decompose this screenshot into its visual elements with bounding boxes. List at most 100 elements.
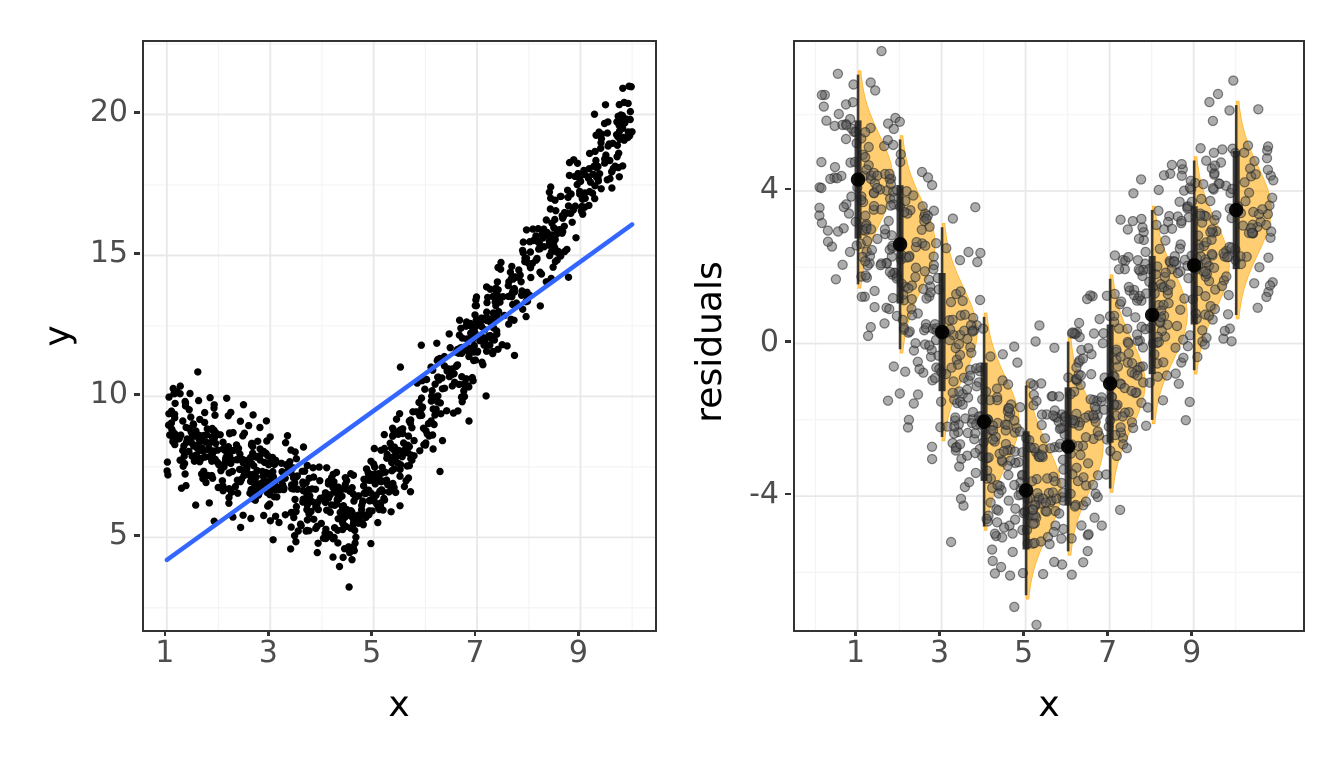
data-point — [281, 439, 290, 447]
residual-point — [1132, 254, 1144, 266]
data-point — [481, 339, 490, 348]
residual-point — [1207, 115, 1219, 127]
residual-point — [869, 85, 881, 96]
residual-point — [1261, 219, 1272, 231]
right-residuals-panel — [793, 40, 1305, 632]
data-point — [188, 433, 196, 441]
x-tick-label: 3 — [258, 635, 278, 670]
data-point — [529, 225, 537, 233]
residual-point — [879, 224, 891, 235]
data-point — [180, 459, 189, 468]
residual-point — [987, 555, 998, 567]
x-tick-mark — [938, 630, 941, 636]
residual-point — [1261, 291, 1272, 303]
residual-point — [1254, 261, 1265, 273]
data-point — [194, 396, 203, 405]
data-point — [564, 273, 573, 281]
data-point — [396, 363, 405, 371]
residual-point — [841, 119, 852, 131]
data-point — [601, 159, 609, 167]
residual-point — [1083, 529, 1094, 540]
residual-point — [1170, 342, 1181, 353]
data-point — [579, 210, 587, 218]
data-point — [489, 349, 497, 358]
residual-point — [1041, 506, 1052, 517]
data-point — [605, 140, 613, 148]
median-point — [1102, 376, 1118, 391]
data-point — [608, 184, 616, 192]
data-point — [395, 410, 404, 418]
data-point — [400, 482, 409, 491]
residual-point — [1009, 479, 1020, 491]
data-point — [521, 257, 529, 266]
residual-point — [921, 213, 932, 225]
data-point — [223, 394, 231, 402]
residual-point — [971, 381, 982, 392]
residual-point — [1044, 538, 1055, 550]
data-point — [303, 516, 312, 524]
data-point — [484, 293, 492, 302]
data-point — [458, 373, 466, 381]
residual-point — [899, 366, 911, 377]
residual-point — [885, 178, 897, 190]
residual-point — [1175, 304, 1186, 315]
x-tick-label: 5 — [362, 635, 382, 670]
data-point — [260, 511, 268, 520]
data-point — [225, 469, 233, 477]
residual-point — [1140, 420, 1152, 431]
data-point — [323, 506, 331, 514]
data-point — [187, 413, 195, 421]
data-point — [618, 111, 627, 120]
y-tick-label: 10 — [89, 376, 128, 412]
data-point — [404, 474, 413, 482]
data-point — [329, 484, 337, 492]
data-point — [551, 196, 559, 204]
data-point — [590, 110, 599, 118]
data-point — [569, 206, 577, 214]
residual-point — [1212, 88, 1224, 100]
residual-point — [884, 168, 895, 180]
data-point — [624, 128, 632, 136]
data-point — [536, 302, 544, 310]
residual-point — [1087, 479, 1099, 491]
data-point — [624, 133, 632, 142]
data-point — [323, 464, 331, 472]
residual-point — [1109, 288, 1120, 300]
x-tick-mark — [370, 630, 373, 636]
y-tick-mark — [785, 187, 791, 191]
residual-point — [1066, 569, 1077, 580]
residual-point — [955, 493, 967, 504]
residual-point — [902, 422, 914, 433]
scatter-points-layer — [163, 82, 636, 591]
data-point — [431, 411, 439, 419]
data-point — [556, 192, 565, 201]
residual-point — [1207, 182, 1219, 194]
residual-point — [1240, 195, 1251, 207]
residual-point — [1128, 188, 1139, 199]
residual-point — [1198, 178, 1209, 190]
data-point — [493, 278, 502, 286]
data-point — [236, 417, 245, 425]
data-point — [370, 444, 378, 453]
data-point — [192, 427, 200, 435]
residual-point — [1078, 472, 1089, 483]
data-point — [379, 477, 387, 485]
residual-point — [848, 79, 859, 90]
data-point — [508, 262, 516, 271]
data-point — [592, 156, 600, 165]
data-point — [474, 321, 483, 329]
x-tick-label: 7 — [465, 635, 485, 670]
data-point — [615, 121, 623, 129]
residual-point — [914, 363, 925, 375]
data-point — [443, 407, 451, 415]
data-point — [422, 427, 430, 435]
residual-point — [1088, 410, 1099, 421]
data-point — [329, 470, 337, 479]
data-point — [305, 493, 313, 502]
data-point — [608, 167, 616, 175]
data-point — [249, 411, 257, 419]
residual-point — [1249, 155, 1260, 167]
data-point — [198, 436, 207, 445]
data-point — [219, 445, 227, 453]
data-point — [533, 254, 541, 263]
